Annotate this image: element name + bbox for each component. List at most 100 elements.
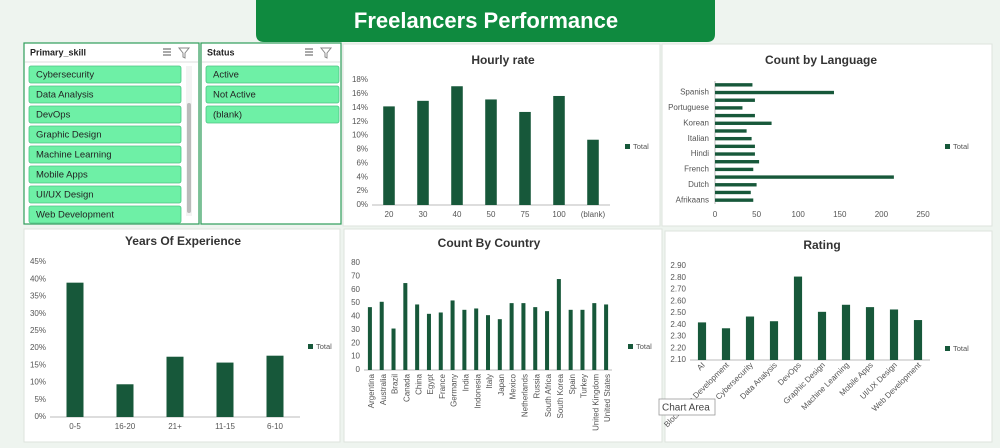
legend-label: Total: [953, 344, 969, 353]
bar: [697, 322, 707, 360]
x-tick-label: Spain: [568, 374, 577, 394]
chart-panel[interactable]: [664, 230, 993, 443]
bar: [715, 167, 754, 172]
y-tick-label: Spanish: [680, 88, 709, 97]
legend-label: Total: [636, 342, 652, 351]
y-tick-label: 70: [351, 271, 360, 280]
slicer-item-label: Mobile Apps: [36, 170, 88, 181]
y-tick-label: French: [684, 165, 709, 174]
slicer-item[interactable]: [28, 105, 182, 124]
x-tick-label: Indonesia: [473, 373, 482, 408]
x-tick-label: Japan: [497, 374, 506, 396]
bar: [556, 279, 561, 370]
bar: [438, 312, 443, 370]
slicer-item-label: Data Analysis: [36, 90, 94, 101]
bar: [715, 198, 754, 202]
slicer-item[interactable]: [28, 165, 182, 184]
y-tick-label: 14%: [352, 103, 368, 112]
slicer-item[interactable]: [28, 145, 182, 164]
bar: [383, 106, 395, 205]
x-tick-label: United States: [603, 374, 612, 422]
y-tick-label: 40%: [30, 274, 46, 283]
clear-filter-icon[interactable]: [177, 47, 191, 59]
x-tick-label: India: [461, 373, 470, 391]
y-tick-label: 50: [351, 298, 360, 307]
bar: [417, 100, 429, 205]
slicer-item-label: Machine Learning: [36, 150, 112, 161]
x-tick-label: 16-20: [115, 422, 136, 431]
x-tick-label: 11-15: [215, 422, 235, 431]
x-tick-label: 100: [792, 210, 806, 219]
tooltip: Chart Area: [662, 403, 710, 414]
y-tick-label: Italian: [688, 134, 709, 143]
slicer-item[interactable]: [28, 125, 182, 144]
chart-title: Count by Language: [765, 53, 877, 67]
bar: [415, 304, 420, 370]
y-tick-label: Korean: [683, 118, 709, 127]
bar: [865, 307, 875, 360]
bar: [216, 362, 234, 417]
y-tick-label: 0: [356, 365, 361, 374]
slicer-item-label: Cybersecurity: [36, 70, 94, 81]
y-tick-label: 2.10: [670, 355, 686, 364]
slicer-item-label: Active: [213, 70, 239, 81]
slicer-item[interactable]: [205, 105, 340, 124]
chart-panel[interactable]: [661, 43, 993, 227]
x-tick-label: 40: [453, 210, 462, 219]
bar: [379, 301, 384, 370]
chart-panel[interactable]: [343, 228, 663, 443]
y-tick-label: 30%: [30, 309, 46, 318]
bar: [769, 321, 779, 360]
bar: [485, 315, 491, 370]
bar: [715, 175, 894, 179]
x-tick-label: Brazil: [391, 374, 400, 394]
bar: [889, 309, 899, 360]
slicer-item[interactable]: [205, 85, 340, 104]
bar: [587, 139, 599, 205]
slicer-item[interactable]: [28, 185, 182, 204]
legend-swatch: [308, 344, 313, 349]
bar: [66, 282, 84, 417]
bar: [545, 311, 550, 370]
chart-title: Count By Country: [438, 236, 541, 250]
bar: [450, 300, 455, 370]
y-tick-label: Dutch: [688, 180, 709, 189]
y-tick-label: 35%: [30, 292, 46, 301]
bar: [715, 183, 757, 187]
y-tick-label: 2.20: [670, 343, 686, 352]
slicer-item-label: DevOps: [36, 110, 71, 121]
legend-swatch: [945, 144, 950, 149]
bar: [451, 86, 463, 205]
slicer-item[interactable]: [28, 205, 182, 224]
x-tick-label: 30: [419, 210, 428, 219]
bar: [715, 160, 760, 164]
y-tick-label: 4%: [356, 172, 368, 181]
y-tick-label: 10: [351, 352, 360, 361]
y-tick-label: 45%: [30, 257, 46, 266]
legend-swatch: [945, 346, 950, 351]
x-tick-label: 150: [833, 210, 847, 219]
y-tick-label: 2.40: [670, 320, 686, 329]
chart-panel[interactable]: [342, 43, 661, 227]
slicer-item-label: Graphic Design: [36, 130, 101, 141]
bar: [715, 121, 772, 125]
chart-title: Years Of Experience: [125, 234, 241, 248]
bar: [166, 356, 184, 417]
x-tick-label: Australia: [379, 373, 388, 405]
tooltip-box: [658, 398, 716, 416]
slicer-item[interactable]: [28, 65, 182, 84]
legend-label: Total: [953, 142, 969, 151]
slicer-item[interactable]: [205, 65, 340, 84]
y-tick-label: 10%: [352, 131, 368, 140]
dashboard-title: Freelancers Performance: [354, 8, 618, 33]
y-tick-label: 80: [351, 258, 360, 267]
scrollbar-thumb[interactable]: [187, 103, 191, 213]
x-tick-label: (blank): [581, 210, 606, 219]
y-tick-label: 2.80: [670, 273, 686, 282]
clear-filter-icon[interactable]: [319, 47, 333, 59]
slicer-header: Status: [207, 47, 235, 57]
slicer-item[interactable]: [28, 85, 182, 104]
x-tick-label: Italy: [485, 374, 494, 389]
bar: [367, 307, 372, 370]
bar: [715, 90, 834, 95]
